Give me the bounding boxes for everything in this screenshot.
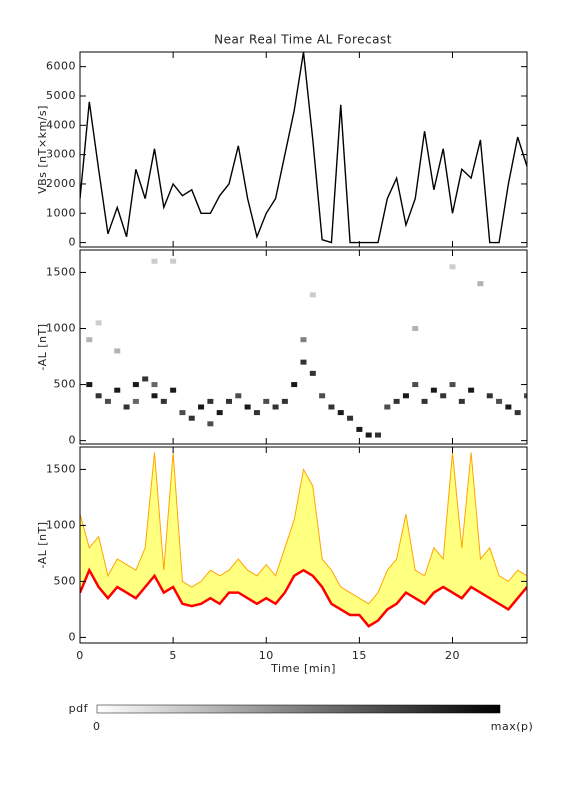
y-tick-label: 1500 xyxy=(46,462,76,475)
x-tick-label: 0 xyxy=(76,649,84,662)
pdf-cell xyxy=(86,337,93,343)
y-axis-label: -AL [nT] xyxy=(36,521,49,568)
pdf-cell xyxy=(114,387,121,393)
y-tick-label: 500 xyxy=(54,378,77,391)
pdf-cell xyxy=(412,382,419,388)
y-axis-label: -AL [nT] xyxy=(36,323,49,370)
pdf-cell xyxy=(216,410,223,416)
pdf-cell xyxy=(337,410,344,416)
pdf-cell xyxy=(524,393,527,399)
pdf-cell xyxy=(486,393,493,399)
pdf-cell xyxy=(300,359,307,365)
y-tick-label: 4000 xyxy=(46,118,76,131)
colorbar-label: pdf xyxy=(69,702,89,715)
x-tick-label: 20 xyxy=(445,649,460,662)
pdf-cell xyxy=(328,404,335,410)
pdf-cell xyxy=(151,258,158,264)
y-tick-label: 2000 xyxy=(46,177,76,190)
y-tick-label: 500 xyxy=(54,574,77,587)
x-tick-label: 10 xyxy=(259,649,274,662)
axes-frame xyxy=(79,249,528,445)
x-tick-label: 5 xyxy=(169,649,177,662)
y-tick-label: 6000 xyxy=(46,60,76,73)
pdf-cell xyxy=(496,398,503,404)
series-line xyxy=(80,567,527,628)
pdf-cell xyxy=(281,398,288,404)
pdf-cell xyxy=(207,398,214,404)
pdf-cell xyxy=(170,258,177,264)
y-tick-label: 0 xyxy=(69,236,77,249)
y-tick-label: 0 xyxy=(69,434,77,447)
pdf-cell xyxy=(170,387,177,393)
pdf-cell xyxy=(468,387,475,393)
colorbar-max: max(p) xyxy=(491,720,534,733)
pdf-cell xyxy=(421,398,428,404)
pdf-cell xyxy=(514,410,521,416)
pdf-cell xyxy=(347,415,354,421)
x-tick-label: 15 xyxy=(352,649,367,662)
pdf-cell xyxy=(449,382,456,388)
pdf-cell xyxy=(123,404,130,410)
y-tick-label: 1500 xyxy=(46,265,76,278)
pdf-cell xyxy=(393,398,400,404)
y-tick-label: 1000 xyxy=(46,321,76,334)
pdf-cell xyxy=(253,410,260,416)
y-tick-label: 0 xyxy=(69,630,77,643)
pdf-cell xyxy=(384,404,391,410)
pdf-cell xyxy=(104,398,111,404)
y-tick-label: 3000 xyxy=(46,148,76,161)
colorbar-min: 0 xyxy=(93,720,101,733)
pdf-cell xyxy=(263,398,270,404)
pdf-cell xyxy=(272,404,279,410)
pdf-cell xyxy=(198,404,205,410)
band xyxy=(80,452,527,627)
pdf-cell xyxy=(412,325,419,331)
pdf-cell xyxy=(375,432,381,438)
pdf-cell xyxy=(179,410,186,416)
axes-frame xyxy=(79,51,528,248)
vbs-line xyxy=(80,52,527,244)
pdf-cell xyxy=(226,398,232,404)
pdf-cell xyxy=(365,432,372,438)
pdf-cell xyxy=(449,264,456,270)
pdf-cell xyxy=(356,426,363,432)
pdf-cell xyxy=(207,421,214,427)
pdf-cell xyxy=(188,415,195,421)
pdf-cell xyxy=(402,393,409,399)
pdf-cell xyxy=(477,281,484,287)
y-tick-label: 1000 xyxy=(46,206,76,219)
pdf-cell xyxy=(132,398,139,404)
pdf-cell xyxy=(95,393,102,399)
y-axis-label: VBs [nT×km/s] xyxy=(36,105,49,194)
y-tick-label: 1000 xyxy=(46,518,76,531)
pdf-cell xyxy=(160,398,167,404)
pdf-cell xyxy=(505,404,512,410)
pdf-cell xyxy=(291,382,298,388)
pdf-cell xyxy=(151,393,158,399)
pdf-cell xyxy=(132,382,139,388)
pdf-cell xyxy=(319,393,326,399)
axes-frame xyxy=(79,446,528,644)
pdf-cell xyxy=(430,387,437,393)
chart-title: Near Real Time AL Forecast xyxy=(214,33,392,47)
pdf-cell xyxy=(309,292,316,298)
x-axis-label: Time [min] xyxy=(270,662,336,675)
y-tick-label: 5000 xyxy=(46,89,76,102)
pdf-cell xyxy=(235,393,242,399)
pdf-cell xyxy=(458,398,465,404)
pdf-cell xyxy=(300,337,307,343)
pdf-cell xyxy=(309,370,316,376)
pdf-cell xyxy=(151,382,158,388)
pdf-cell xyxy=(114,348,121,354)
pdf-cell xyxy=(440,393,447,399)
colorbar xyxy=(96,704,501,714)
pdf-cell xyxy=(142,376,149,382)
pdf-cell xyxy=(86,382,93,388)
pdf-cell xyxy=(95,320,102,326)
pdf-cell xyxy=(244,404,251,410)
